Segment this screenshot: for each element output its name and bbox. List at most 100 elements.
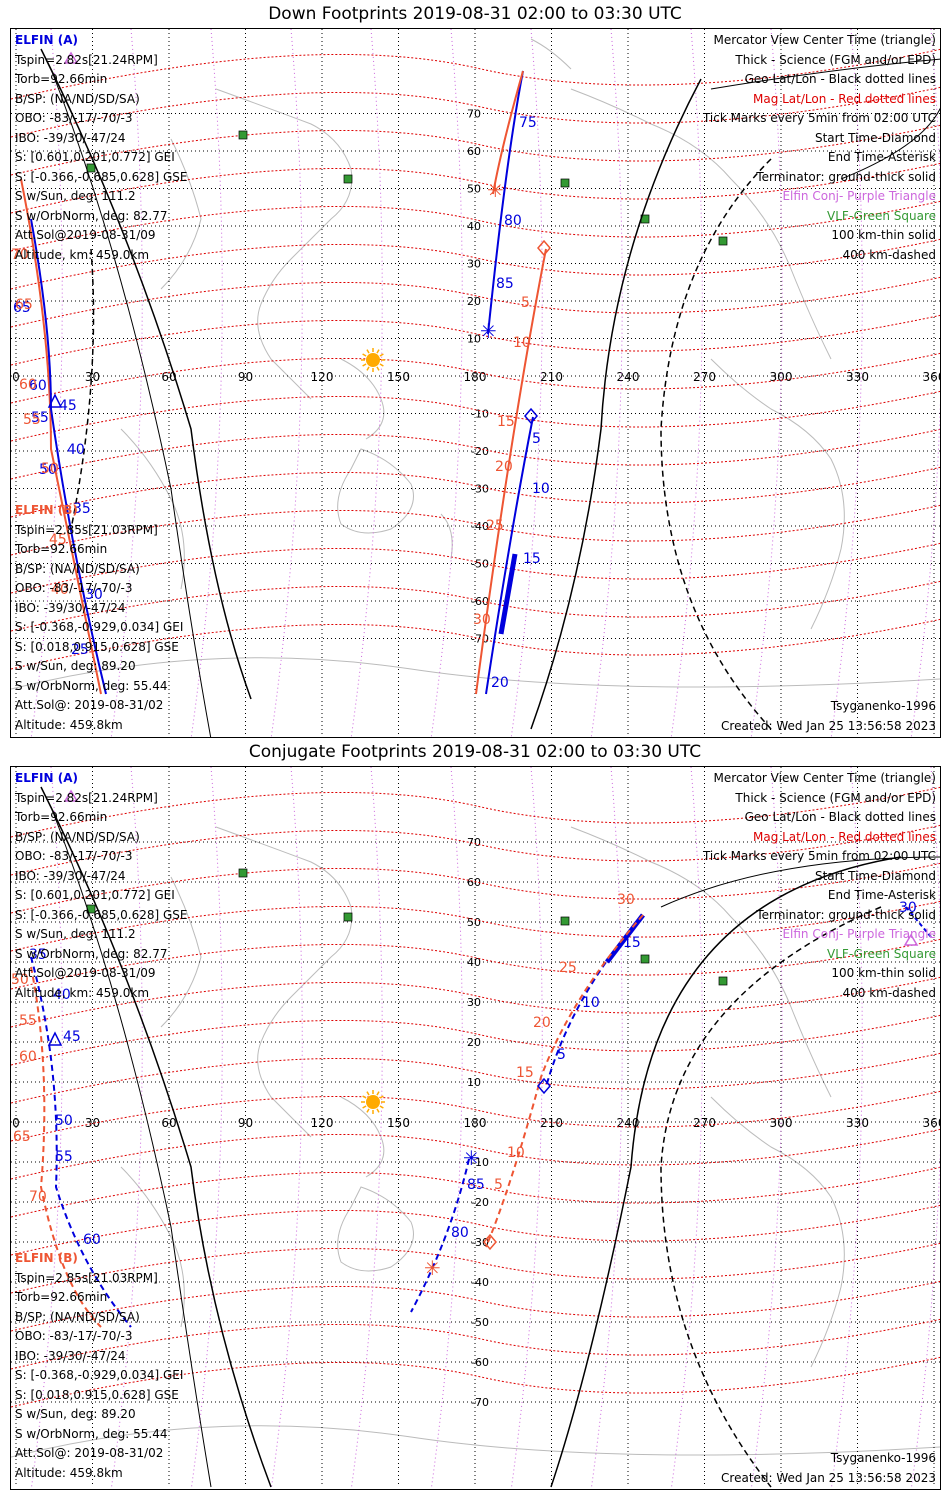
end-asterisk: ✳: [487, 178, 504, 202]
conjugate-footprints-map: 0306090120150180210240270300330360102030…: [10, 766, 941, 1490]
elfin-b-conj-track: [485, 914, 644, 1248]
track-tick-label: 15: [497, 414, 515, 430]
info-line: S: [0.018,0.915,0.628] GSE: [15, 639, 179, 654]
terminator: [40, 48, 940, 737]
info-line: S w/OrbNorm, deg: 55.44: [15, 678, 168, 693]
info-line: S w/OrbNorm, deg: 82.77: [15, 946, 168, 961]
mag-latitude-line: [11, 1242, 940, 1294]
track-tick-label: 45: [63, 1029, 81, 1045]
info-line: S: [0.018,0.915,0.628] GSE: [15, 1387, 179, 1402]
track-tick-label: 10: [582, 995, 600, 1011]
elfin-a-label: ELFIN (A): [15, 33, 78, 47]
info-line: OBO: -83/-17/-70/-3: [15, 111, 133, 125]
info-line: S: [-0.366,-0.685,0.628] GSE: [15, 907, 188, 922]
lon-tick-label: 210: [540, 370, 563, 384]
info-line: Altitude, km: 459.0km: [15, 985, 150, 1000]
legend-end: End Time-Asterisk: [827, 150, 936, 164]
lat-tick-label: 70: [467, 108, 481, 121]
mag-latitude-line: [11, 314, 940, 366]
info-line: S w/OrbNorm, deg: 82.77: [15, 208, 168, 223]
track-tick-label: 30: [899, 900, 917, 916]
info-line: Tspin=2.85s[21.03RPM]: [15, 522, 158, 537]
terminator: [40, 786, 940, 1488]
legend-terminator: Terminator: ground-thick solid: [756, 169, 936, 184]
start-diamond: [537, 239, 551, 257]
lat-tick-label: -60: [471, 1356, 489, 1369]
vlf-station-square: [343, 912, 353, 922]
track-tick-label: 45: [59, 398, 77, 414]
dashed-400km-track: [70, 248, 95, 530]
track-tick-label: 20: [495, 459, 513, 475]
elfin-b-label: ELFIN (B): [15, 1251, 78, 1265]
mag-latitude-line: [11, 1280, 940, 1332]
elfin-b-info: ELFIN (B) Tspin=2.85s[21.03RPM] Torb=92.…: [15, 1249, 183, 1483]
track-tick-label: 5: [532, 431, 541, 447]
track-tick-label: 80: [451, 1225, 469, 1241]
track-tick-label: 30: [473, 612, 491, 628]
legend-100km: 100 km-thin solid: [831, 966, 936, 980]
end-asterisk: ✳: [424, 1256, 441, 1280]
model-name: Tsyganenko-1996: [830, 1451, 936, 1465]
sun-ray: [362, 353, 367, 357]
lon-tick-label: 180: [464, 1116, 487, 1130]
end-asterisk: ✳: [463, 1146, 480, 1170]
mag-latitude-line: [11, 824, 940, 876]
info-line: S: [0.601,0.201,0.772] GEI: [15, 888, 175, 902]
track-tick-label: 5: [557, 1047, 566, 1063]
lat-tick-label: -30: [471, 1236, 489, 1249]
elfin-a-info: ELFIN (A) Tspin=2.82s[21.24RPM] Torb=92.…: [15, 31, 188, 265]
elfin-a-left-track: [30, 218, 107, 695]
info-line: OBO: -83/-17/-70/-3: [15, 1329, 133, 1343]
mag-latitude-line: [11, 428, 940, 480]
track-tick-label: 55: [19, 1013, 37, 1029]
info-line: IBO: -39/30/-47/24: [15, 868, 126, 883]
info-line: IBO: -39/30/-47/24: [15, 130, 126, 145]
track-tick-label: 70: [11, 247, 29, 263]
sun-ray: [376, 1108, 380, 1113]
mag-longitude-line: [270, 29, 303, 737]
track-tick-label: 85: [496, 276, 514, 292]
vlf-station-square: [560, 178, 570, 188]
mag-latitude-line: [11, 276, 940, 328]
track-tick-label: 25: [559, 960, 577, 976]
lat-tick-label: 50: [467, 183, 481, 196]
mag-latitude-line: [11, 238, 940, 290]
mag-latitude-line: [11, 976, 940, 1028]
legend-start: Start Time-Diamond: [814, 868, 936, 883]
mag-latitude-line: [11, 1128, 940, 1180]
mag-longitude-line: [350, 767, 383, 1489]
elfin-b-left-track: [30, 966, 102, 1328]
lon-tick-label: 210: [540, 1116, 563, 1130]
lon-tick-label: 330: [846, 1116, 869, 1130]
lat-tick-label: 10: [467, 1076, 481, 1089]
lat-tick-label: -50: [471, 558, 489, 571]
track-tick-label: 40: [67, 442, 85, 458]
info-line: Tspin=2.85s[21.03RPM]: [15, 1270, 158, 1285]
lon-tick-label: 240: [617, 370, 640, 384]
info-line: Altitude: 459.8km: [15, 1465, 123, 1480]
vlf-station-square: [718, 236, 728, 246]
track-tick-label: 60: [29, 378, 47, 394]
info-line: S w/Sun, deg: 89.20: [15, 1407, 136, 1421]
legend-center-time: Mercator View Center Time (triangle): [713, 771, 936, 785]
mag-latitude-line: [11, 786, 940, 838]
satellite-tracks: ✳ ✳ 75 80 85 5 10 15 20 5 10 15 20 25 30 65 60 55 50 45 40 35…: [11, 51, 551, 695]
panel2-title: Conjugate Footprints 2019-08-31 02:00 to…: [248, 742, 702, 762]
lat-tick-label: -70: [471, 1396, 489, 1409]
mag-latitude-line: [11, 1014, 940, 1066]
track-tick-label: 10: [532, 481, 550, 497]
info-line: Torb=92.66min: [15, 72, 108, 86]
vlf-station-square: [718, 976, 728, 986]
elfin-a-conj-track: [410, 1158, 470, 1313]
lat-tick-label: 40: [467, 956, 481, 969]
sun-ray: [376, 366, 380, 371]
lat-tick-label: -40: [471, 1276, 489, 1289]
mag-latitude-line: [11, 124, 940, 176]
start-diamond: [537, 1077, 551, 1095]
elfin-conj-triangle: [63, 789, 79, 802]
lon-tick-label: 360: [923, 1116, 941, 1130]
lat-tick-label: 20: [467, 1036, 481, 1049]
sun-ray: [379, 363, 384, 367]
lat-tick-label: 40: [467, 220, 481, 233]
track-tick-label: 10: [507, 1145, 525, 1161]
